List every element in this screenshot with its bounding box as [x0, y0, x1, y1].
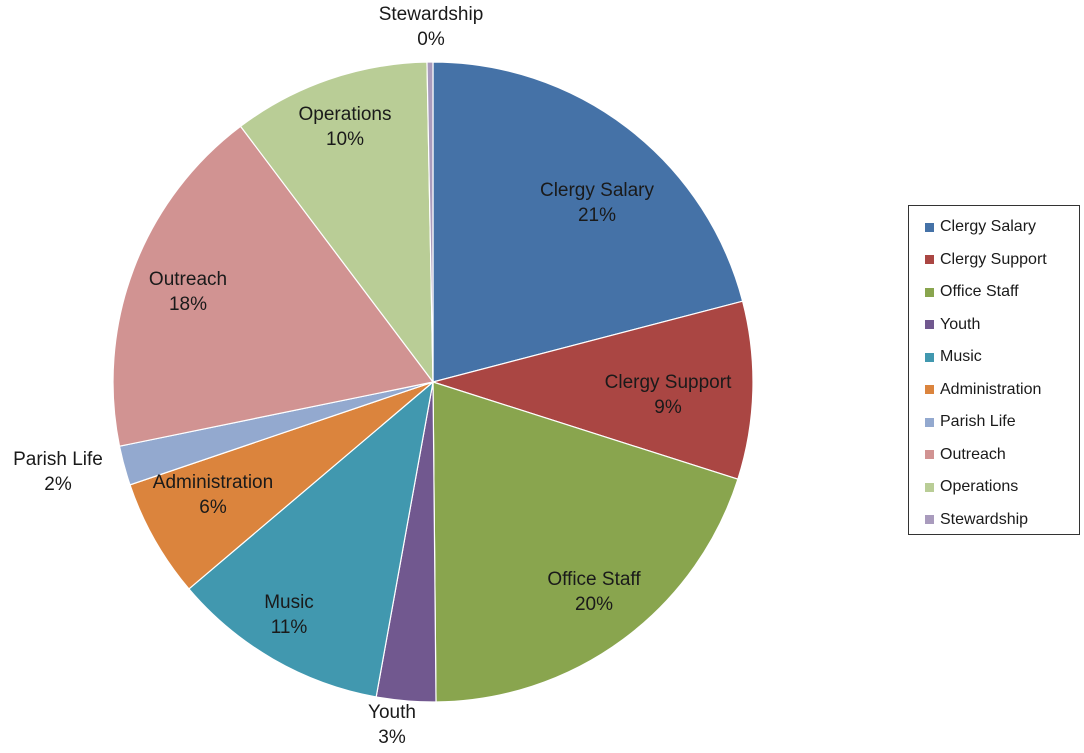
legend-item-office-staff: Office Staff — [925, 276, 1079, 309]
legend-item-youth: Youth — [925, 309, 1079, 342]
legend-swatch — [925, 385, 934, 395]
pie-slices — [112, 61, 754, 703]
legend-label: Youth — [940, 315, 981, 333]
legend-item-administration: Administration — [925, 374, 1079, 407]
slice-percent-stewardship: 0% — [417, 29, 445, 50]
chart-legend: Clergy Salary Clergy Support Office Staff Y… — [908, 205, 1080, 535]
legend-label: Parish Life — [940, 413, 1016, 431]
legend-swatch — [925, 450, 934, 460]
slice-percent-music: 11% — [271, 617, 308, 638]
slice-percent-office-staff: 20% — [575, 594, 613, 615]
slice-label-office-staff: Office Staff — [547, 569, 641, 590]
legend-swatch — [925, 287, 934, 297]
legend-label: Stewardship — [940, 510, 1029, 528]
pie-slice-office-staff — [432, 381, 739, 703]
pie-labels: Clergy Salary 21% Clergy Support 9% Office S… — [13, 4, 732, 748]
legend-item-outreach: Outreach — [925, 439, 1079, 472]
legend-swatch — [925, 320, 934, 330]
legend-label: Operations — [940, 478, 1019, 496]
slice-percent-clergy-support: 9% — [654, 397, 682, 418]
legend-label: Clergy Salary — [940, 218, 1037, 236]
legend-swatch — [925, 515, 934, 525]
pie-slice-administration — [129, 381, 434, 590]
pie-slice-clergy-support — [430, 300, 754, 480]
legend-item-music: Music — [925, 341, 1079, 374]
slice-percent-operations: 10% — [326, 129, 364, 150]
legend-label: Office Staff — [940, 283, 1019, 301]
slice-percent-outreach: 18% — [169, 294, 207, 315]
slice-label-stewardship: Stewardship — [379, 4, 484, 25]
slice-percent-youth: 3% — [378, 727, 406, 748]
slice-percent-administration: 6% — [199, 497, 227, 518]
legend-item-parish-life: Parish Life — [925, 406, 1079, 439]
pie-slice-operations — [239, 61, 434, 384]
slice-percent-parish-life: 2% — [44, 474, 72, 495]
slice-label-music: Music — [264, 592, 314, 613]
legend-label: Clergy Support — [940, 250, 1047, 268]
pie-slice-clergy-salary — [432, 61, 744, 383]
pie-slice-stewardship — [426, 61, 434, 383]
legend-swatch — [925, 482, 934, 492]
legend-item-clergy-salary: Clergy Salary — [925, 211, 1079, 244]
legend-item-stewardship: Stewardship — [925, 504, 1079, 537]
legend-item-operations: Operations — [925, 471, 1079, 504]
slice-label-administration: Administration — [153, 472, 273, 493]
legend-label: Outreach — [940, 445, 1006, 463]
slice-label-clergy-salary: Clergy Salary — [540, 180, 655, 201]
legend-swatch — [925, 255, 934, 265]
legend-swatch — [925, 417, 934, 427]
pie-slice-outreach — [112, 125, 435, 447]
slice-label-parish-life: Parish Life — [13, 449, 103, 470]
legend-label: Administration — [940, 380, 1042, 398]
slice-label-operations: Operations — [299, 104, 392, 125]
legend-label: Music — [940, 348, 982, 366]
legend-swatch — [925, 352, 934, 362]
pie-slice-music — [188, 380, 434, 698]
slice-label-youth: Youth — [368, 702, 416, 723]
slice-label-clergy-support: Clergy Support — [605, 372, 732, 393]
legend-item-clergy-support: Clergy Support — [925, 244, 1079, 277]
slice-label-outreach: Outreach — [149, 269, 227, 290]
slice-percent-clergy-salary: 21% — [578, 205, 616, 226]
legend-swatch — [925, 222, 934, 232]
